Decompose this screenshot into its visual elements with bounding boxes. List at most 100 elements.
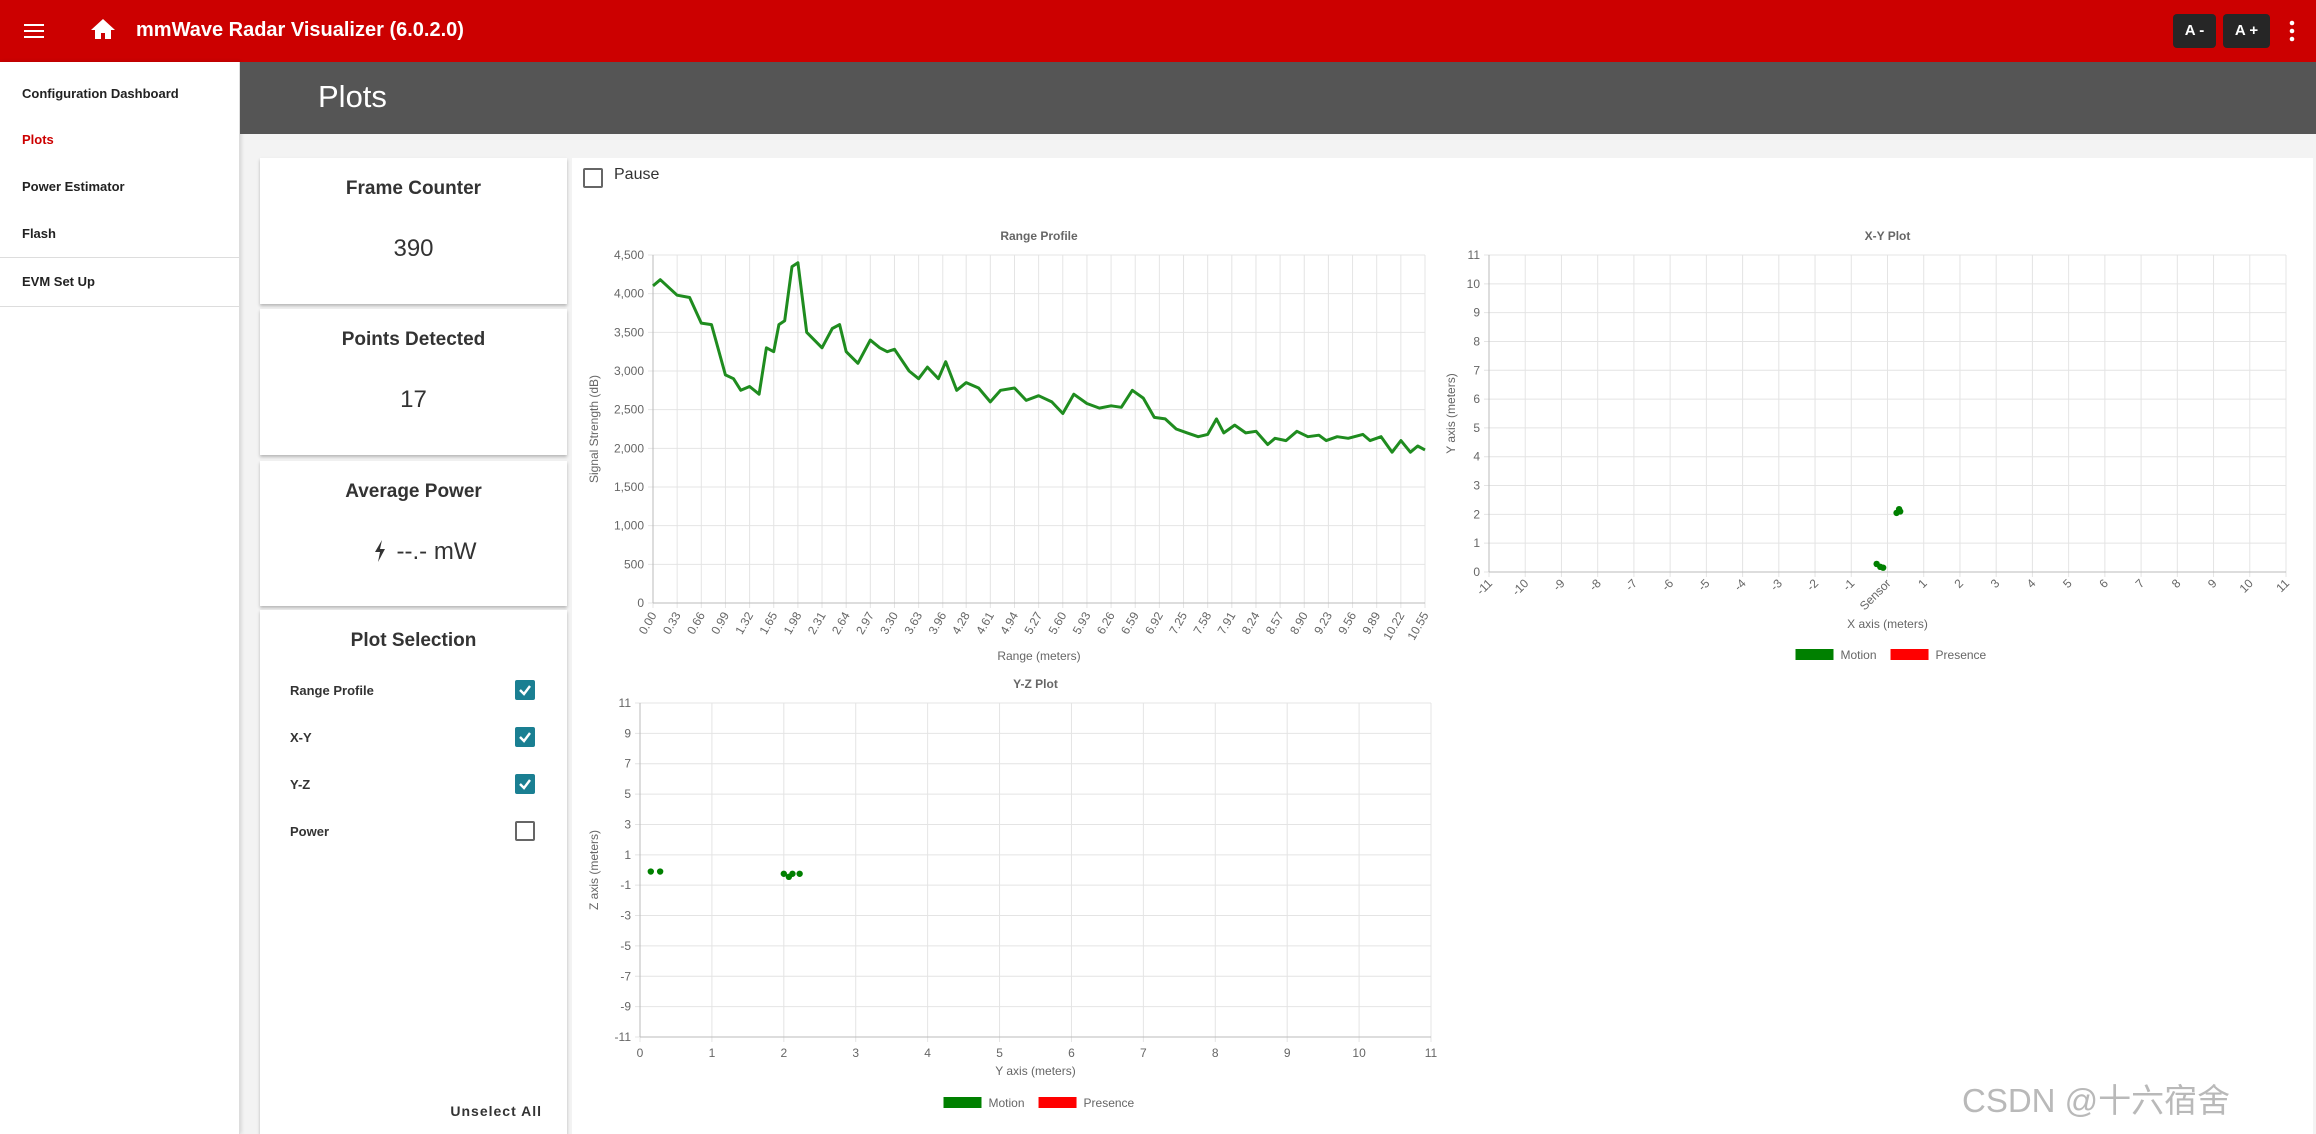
x-tick-label: 5.27 <box>1021 609 1045 637</box>
x-tick-label: 7.91 <box>1215 609 1239 637</box>
x-tick-label: 1.65 <box>757 609 781 637</box>
range-profile-line <box>652 261 1426 454</box>
x-tick-label: 6 <box>1068 1046 1075 1060</box>
stat-value: 390 <box>393 235 434 262</box>
x-tick-label: 11 <box>1425 1046 1438 1060</box>
pause-checkbox[interactable] <box>583 168 603 188</box>
x-tick-label: 2 <box>1951 576 1966 591</box>
point <box>796 870 803 877</box>
x-tick-label: 5.60 <box>1046 609 1070 637</box>
y-tick-label: 6 <box>1473 392 1480 406</box>
legend-swatch <box>1795 649 1834 660</box>
stat-value: 17 <box>400 386 427 413</box>
x-tick-label: 7 <box>1140 1046 1147 1060</box>
nav-item[interactable]: Plots <box>22 132 54 147</box>
stat-value: --.- mW <box>260 538 567 566</box>
x-tick-label: 0.99 <box>708 609 732 637</box>
x-tick-label: 0 <box>637 1046 644 1060</box>
plot-selection-card: Plot Selection Unselect All Range Profil… <box>260 610 567 1134</box>
y-tick-label: 0 <box>1473 565 1480 579</box>
nav-item[interactable]: EVM Set Up <box>22 274 95 289</box>
page-title: Plots <box>318 79 387 114</box>
option-checkbox[interactable] <box>515 774 535 794</box>
x-tick-label: 6.59 <box>1118 609 1142 637</box>
y-axis-label: Y axis (meters) <box>1444 373 1458 453</box>
x-tick-label: 2.31 <box>805 609 829 637</box>
point <box>647 868 654 875</box>
x-tick-label: 4 <box>924 1046 931 1060</box>
y-tick-label: 0 <box>637 596 644 610</box>
y-axis-label: Signal Strength (dB) <box>587 375 601 483</box>
y-tick-label: 3,500 <box>614 325 644 339</box>
legend-label: Motion <box>989 1096 1025 1110</box>
nav-divider <box>0 257 239 258</box>
x-tick-label: 3 <box>1988 576 2003 591</box>
x-tick-label: 1.98 <box>781 609 805 637</box>
nav-item[interactable]: Flash <box>22 226 56 241</box>
option-checkbox[interactable] <box>515 821 535 841</box>
check-icon <box>519 685 531 696</box>
option-checkbox[interactable] <box>515 680 535 700</box>
page-header: Plots <box>240 62 2316 134</box>
option-label: Y-Z <box>290 777 311 792</box>
x-tick-label: 8.57 <box>1263 609 1287 637</box>
y-tick-label: 1 <box>1473 536 1480 550</box>
y-tick-label: 9 <box>1473 306 1480 320</box>
option-label: Range Profile <box>290 683 374 698</box>
y-tick-label: 3,000 <box>614 364 644 378</box>
home-button[interactable] <box>90 17 116 41</box>
plots-panel: Range Profile05001,0001,5002,0002,5003,0… <box>572 158 2313 1134</box>
pause-label: Pause <box>614 166 660 183</box>
point <box>1896 508 1904 515</box>
x-tick-label: 2.97 <box>853 609 877 637</box>
option-checkbox[interactable] <box>515 727 535 747</box>
x-tick-label: 8.24 <box>1239 609 1263 637</box>
x-tick-label: 9.56 <box>1335 609 1359 637</box>
menu-button[interactable] <box>24 21 44 41</box>
x-tick-label: -6 <box>1659 576 1677 594</box>
x-tick-label: 9 <box>1284 1046 1291 1060</box>
x-tick-label: 4.94 <box>997 609 1021 637</box>
y-tick-label: 9 <box>624 726 631 740</box>
x-tick-label: 7.25 <box>1166 609 1190 637</box>
more-button[interactable] <box>2288 20 2296 42</box>
y-tick-label: 3 <box>1473 479 1480 493</box>
y-axis-label: Z axis (meters) <box>587 830 601 910</box>
point <box>780 870 788 877</box>
nav-item[interactable]: Configuration Dashboard <box>22 86 179 101</box>
legend-label: Presence <box>1936 648 1987 662</box>
y-tick-label: 3 <box>624 817 631 831</box>
nav-item[interactable]: Power Estimator <box>22 179 125 194</box>
chart-title: Range Profile <box>1000 229 1078 243</box>
y-tick-label: -1 <box>620 878 631 892</box>
x-tick-label: -5 <box>1695 576 1713 594</box>
y-tick-label: 1,000 <box>614 519 644 533</box>
x-tick-label: 7 <box>2133 576 2148 591</box>
font-decrease-button[interactable]: A - <box>2173 14 2216 48</box>
x-tick-label: 3.63 <box>901 609 925 637</box>
x-tick-label: 8.90 <box>1287 609 1311 637</box>
y-tick-label: -11 <box>615 1030 632 1044</box>
y-tick-label: 11 <box>1468 248 1481 262</box>
y-tick-label: 7 <box>1473 363 1480 377</box>
y-tick-label: 2,500 <box>614 403 644 417</box>
x-tick-label: 6 <box>2096 576 2111 591</box>
x-tick-label: 4.28 <box>949 609 973 637</box>
unselect-all-button[interactable]: Unselect All <box>450 1103 542 1119</box>
x-tick-label: 4 <box>2024 576 2039 591</box>
font-increase-button[interactable]: A + <box>2223 14 2270 48</box>
x-tick-label: 1 <box>709 1046 716 1060</box>
x-tick-label: 7.58 <box>1190 609 1214 637</box>
x-tick-label: 1 <box>1915 576 1930 591</box>
x-tick-label: 6.26 <box>1094 609 1118 637</box>
y-tick-label: 4,500 <box>614 248 644 262</box>
x-tick-label: 8 <box>1212 1046 1219 1060</box>
x-tick-label: 10.55 <box>1404 609 1431 642</box>
stat-value-text: --.- mW <box>396 538 477 565</box>
x-tick-label: Sensor <box>1857 576 1894 613</box>
x-axis-label: X axis (meters) <box>1847 617 1928 631</box>
y-tick-label: 8 <box>1473 334 1480 348</box>
y-tick-label: 4,000 <box>614 287 644 301</box>
